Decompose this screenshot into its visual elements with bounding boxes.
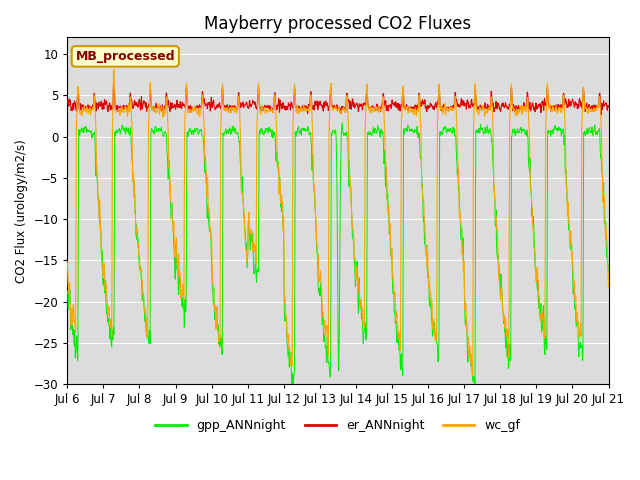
Legend: gpp_ANNnight, er_ANNnight, wc_gf: gpp_ANNnight, er_ANNnight, wc_gf — [150, 414, 525, 437]
Text: MB_processed: MB_processed — [76, 50, 175, 63]
Title: Mayberry processed CO2 Fluxes: Mayberry processed CO2 Fluxes — [204, 15, 472, 33]
Y-axis label: CO2 Flux (urology/m2/s): CO2 Flux (urology/m2/s) — [15, 139, 28, 283]
